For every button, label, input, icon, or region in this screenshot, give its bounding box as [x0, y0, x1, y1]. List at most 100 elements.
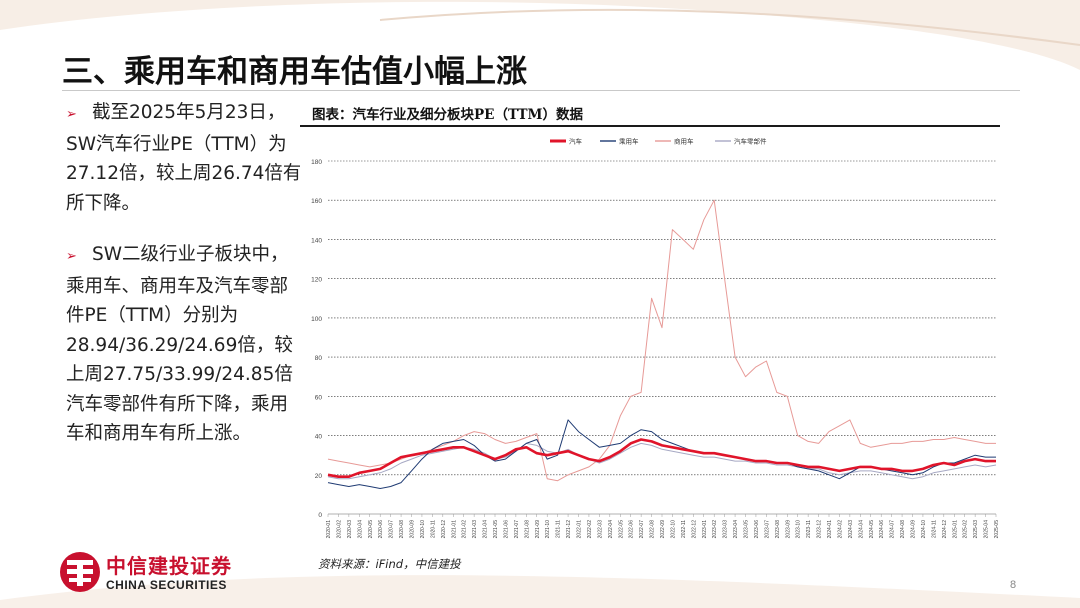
x-tick-label: 2025-05 [994, 520, 1000, 539]
legend-label: 商用车 [674, 137, 694, 146]
x-tick-label: 2020-01 [326, 520, 332, 539]
arrow-bullet-icon: ➢ [66, 249, 77, 264]
x-tick-label: 2024-12 [942, 520, 948, 539]
x-tick-label: 2023-10 [796, 520, 802, 539]
x-tick-label: 2020-04 [357, 520, 363, 539]
x-tick-label: 2022-02 [587, 520, 593, 539]
x-tick-label: 2023-01 [702, 520, 708, 539]
x-tick-label: 2024-03 [848, 520, 854, 539]
x-tick-label: 2024-06 [879, 520, 885, 539]
bullet-list: ➢ 截至2025年5月23日，SW汽车行业PE（TTM）为27.12倍，较上周26… [66, 98, 302, 467]
x-tick-label: 2023-04 [733, 520, 739, 539]
arrow-bullet-icon: ➢ [66, 107, 77, 122]
x-tick-label: 2020-02 [336, 520, 342, 539]
y-tick-label: 80 [315, 355, 323, 362]
y-tick-label: 40 [315, 434, 323, 441]
title-divider [62, 90, 1020, 91]
x-tick-label: 2022-05 [618, 520, 624, 539]
x-tick-label: 2021-02 [462, 520, 468, 539]
y-tick-label: 180 [311, 159, 322, 166]
x-tick-label: 2025-04 [984, 520, 990, 539]
bullet-text: SW二级行业子板块中，乘用车、商用车及汽车零部件PE（TTM）分别为28.94/… [66, 244, 293, 444]
x-tick-label: 2023-06 [754, 520, 760, 539]
x-tick-label: 2021-06 [503, 520, 509, 539]
x-tick-label: 2022-10 [670, 520, 676, 539]
x-tick-label: 2023-07 [764, 520, 770, 539]
pe-line-chart: 0 20 40 60 80 100 120 140 160 180 2020-01 2020-02 20… [311, 137, 1000, 539]
x-tick-label: 2022-07 [639, 520, 645, 539]
series-line [327, 199, 996, 482]
x-tick-label: 2024-11 [931, 520, 937, 538]
x-tick-label: 2025-01 [952, 520, 958, 539]
x-tick-label: 2022-06 [629, 520, 635, 539]
x-tick-label: 2023-08 [775, 520, 781, 539]
x-tick-label: 2021-01 [451, 520, 457, 539]
source-note: 资料来源：iFind，中信建投 [318, 557, 461, 571]
series-line [327, 438, 996, 478]
slide-title: 三、乘用车和商用车估值小幅上涨 [62, 54, 527, 90]
x-tick-label: 2022-04 [608, 520, 614, 539]
x-tick-label: 2020-06 [378, 520, 384, 539]
x-tick-label: 2021-11 [556, 520, 562, 538]
x-tick-label: 2023-02 [712, 520, 718, 539]
bullet-item: ➢ SW二级行业子板块中，乘用车、商用车及汽车零部件PE（TTM）分别为28.94… [66, 240, 302, 449]
y-tick-label: 0 [318, 512, 322, 519]
x-tick-label: 2024-04 [858, 520, 864, 539]
x-tick-label: 2023-11 [806, 520, 812, 538]
x-tick-label: 2024-02 [837, 520, 843, 539]
y-tick-label: 100 [311, 316, 322, 323]
x-tick-label: 2024-01 [827, 520, 833, 539]
x-tick-label: 2020-09 [410, 520, 416, 539]
x-tick-label: 2025-02 [963, 520, 969, 539]
x-tick-label: 2020-07 [389, 520, 395, 539]
legend-label: 汽车 [569, 137, 583, 146]
y-tick-label: 20 [315, 473, 323, 480]
bullet-text: 截至2025年5月23日，SW汽车行业PE（TTM）为27.12倍，较上周26.… [66, 102, 302, 214]
x-tick-label: 2020-03 [347, 520, 353, 539]
page-number: 8 [1010, 579, 1017, 591]
chart-caption-rule [300, 125, 1000, 127]
x-tick-label: 2021-12 [566, 520, 572, 539]
x-tick-label: 2023-03 [723, 520, 729, 539]
x-tick-label: 2021-10 [545, 520, 551, 539]
legend-label: 乘用车 [619, 137, 639, 146]
x-tick-label: 2024-09 [911, 520, 917, 539]
y-tick-label: 160 [311, 198, 322, 205]
x-tick-label: 2021-07 [514, 520, 520, 539]
chart-caption: 图表：汽车行业及细分板块PE（TTM）数据 [312, 107, 583, 123]
y-tick-label: 60 [315, 394, 323, 401]
citic-emblem-icon [60, 552, 100, 592]
x-tick-label: 2020-08 [399, 520, 405, 539]
x-tick-label: 2025-03 [973, 520, 979, 539]
x-tick-label: 2024-08 [900, 520, 906, 539]
x-tick-label: 2022-09 [660, 520, 666, 539]
x-tick-label: 2022-03 [597, 520, 603, 539]
x-tick-label: 2022-12 [691, 520, 697, 539]
x-tick-label: 2023-05 [744, 520, 750, 539]
y-tick-label: 120 [311, 277, 322, 284]
x-tick-label: 2020-12 [441, 520, 447, 539]
chart-panel: 图表：汽车行业及细分板块PE（TTM）数据 0 20 40 60 80 100 120 140… [300, 99, 1000, 549]
company-logo: 中信建投证券 CHINA SECURITIES [58, 548, 288, 598]
x-tick-label: 2024-05 [869, 520, 875, 539]
x-tick-label: 2023-09 [785, 520, 791, 539]
legend-label: 汽车零部件 [734, 137, 767, 146]
bullet-item: ➢ 截至2025年5月23日，SW汽车行业PE（TTM）为27.12倍，较上周26… [66, 98, 302, 218]
x-tick-label: 2024-07 [890, 520, 896, 539]
x-tick-label: 2020-10 [420, 520, 426, 539]
x-tick-label: 2022-08 [650, 520, 656, 539]
series-line [327, 442, 997, 480]
x-tick-label: 2022-11 [681, 520, 687, 538]
x-tick-label: 2023-12 [817, 520, 823, 539]
x-tick-label: 2021-04 [483, 520, 489, 539]
x-tick-label: 2021-05 [493, 520, 499, 539]
x-tick-label: 2020-05 [368, 520, 374, 539]
logo-name-cn: 中信建投证券 [106, 554, 232, 578]
logo-name-en: CHINA SECURITIES [106, 578, 227, 592]
x-tick-label: 2020-11 [430, 520, 436, 538]
x-tick-label: 2021-03 [472, 520, 478, 539]
y-tick-label: 140 [311, 237, 322, 244]
x-tick-label: 2024-10 [921, 520, 927, 539]
x-tick-label: 2021-08 [524, 520, 530, 539]
